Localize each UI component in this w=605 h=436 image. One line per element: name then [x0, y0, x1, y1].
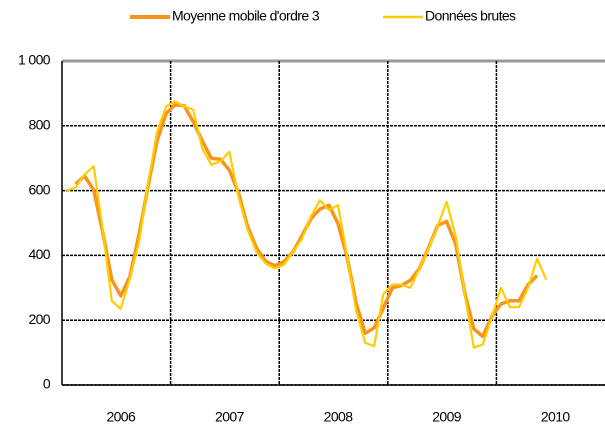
x-tick-label: 2009: [432, 409, 462, 425]
x-tick-label: 2008: [324, 409, 354, 425]
y-tick-label: 400: [28, 246, 50, 262]
y-tick-label: 600: [28, 181, 50, 197]
legend-label: Données brutes: [425, 8, 516, 24]
y-tick-label: 200: [28, 311, 50, 327]
legend-label: Moyenne mobile d'ordre 3: [172, 8, 320, 24]
y-tick-label: 1 000: [18, 52, 51, 68]
x-tick-label: 2006: [106, 409, 136, 425]
y-tick-label: 0: [43, 376, 51, 392]
series-line: [66, 100, 548, 349]
series-line: [74, 102, 539, 339]
y-tick-label: 800: [28, 117, 50, 133]
x-tick-label: 2007: [215, 409, 245, 425]
x-tick-label: 2010: [541, 409, 571, 425]
